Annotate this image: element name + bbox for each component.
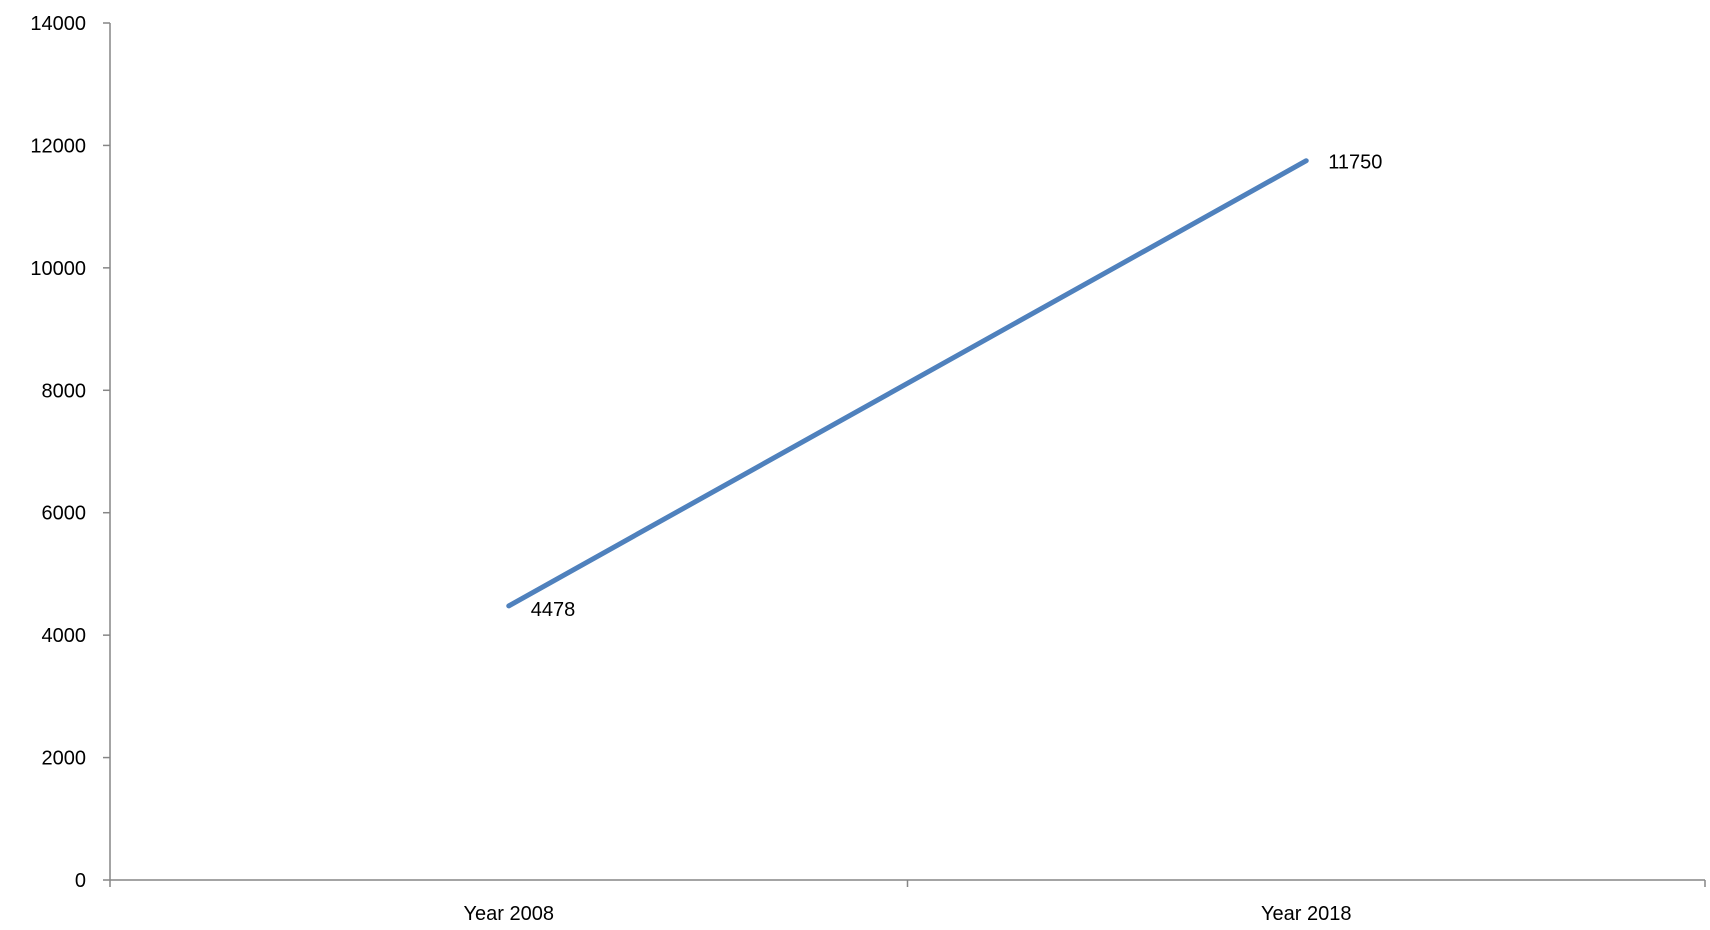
data-label: 4478 (531, 599, 576, 621)
x-tick-label: Year 2008 (464, 903, 554, 925)
y-tick-label: 6000 (42, 503, 87, 525)
y-tick-label: 8000 (42, 380, 87, 402)
x-tick-label: Year 2018 (1261, 903, 1351, 925)
data-labels-layer: 4478 11750 (531, 152, 1383, 621)
y-tick-label: 12000 (30, 135, 86, 157)
x-axis: Year 2008 Year 2018 (109, 879, 1706, 925)
y-tick-label: 4000 (42, 625, 87, 647)
y-tick-label: 0 (75, 870, 86, 892)
series-line (506, 158, 1309, 609)
y-tick-label: 14000 (30, 13, 86, 35)
data-label: 11750 (1328, 152, 1382, 174)
series-layer (506, 158, 1309, 609)
y-axis: 0 2000 4000 6000 8000 10000 12000 14000 (30, 13, 111, 892)
y-tick-label: 2000 (42, 748, 87, 770)
y-tick-label: 10000 (30, 258, 86, 280)
